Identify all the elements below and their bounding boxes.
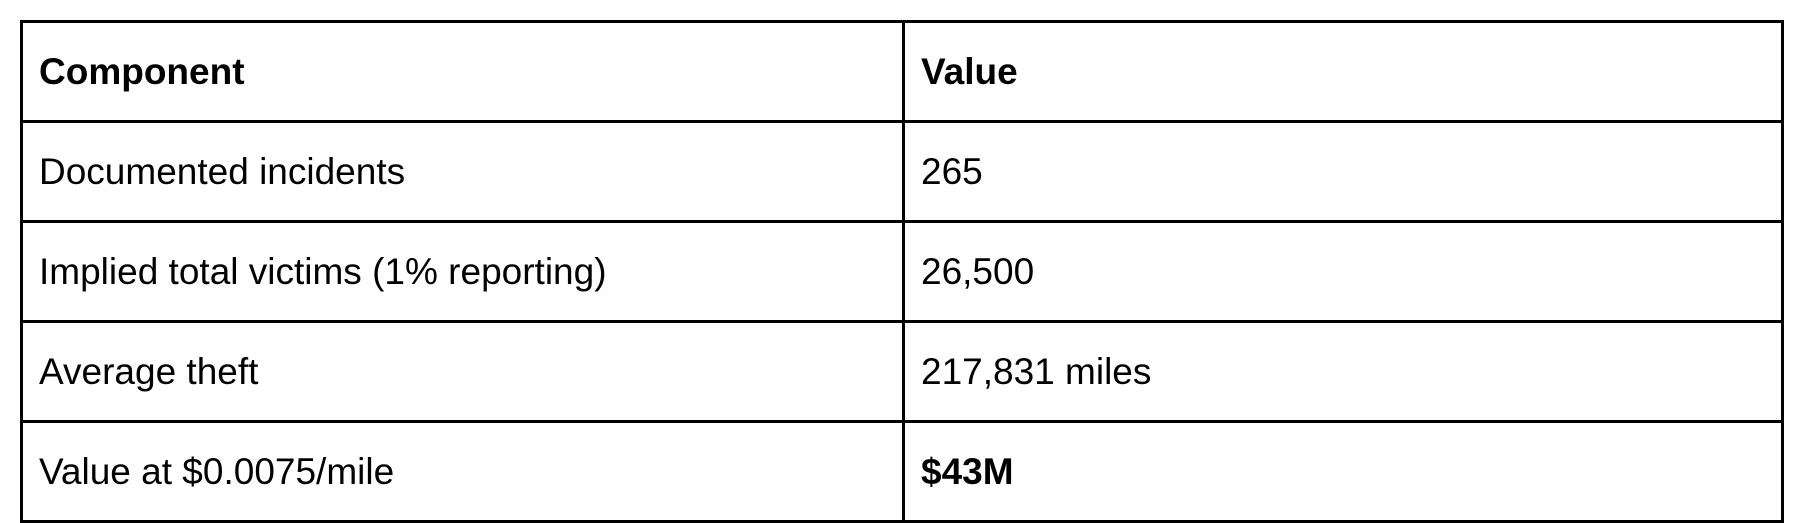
cell: Implied total victims (1% reporting) (20, 220, 905, 323)
cell: 26,500 (902, 220, 1784, 323)
cell: Average theft (20, 320, 905, 423)
cell: 265 (902, 120, 1784, 223)
header-cell: Component (20, 20, 905, 123)
cell: Documented incidents (20, 120, 905, 223)
table: Component Value Documented incidents 265… (20, 20, 1784, 523)
row: Value at $0.0075/mile $43M (20, 420, 1784, 523)
cell: Value at $0.0075/mile (20, 420, 905, 523)
header-row: Component Value (20, 20, 1784, 123)
cell: $43M (902, 420, 1784, 523)
row: Average theft 217,831 miles (20, 320, 1784, 423)
cell: 217,831 miles (902, 320, 1784, 423)
header-cell: Value (902, 20, 1784, 123)
row: Documented incidents 265 (20, 120, 1784, 223)
row: Implied total victims (1% reporting) 26,… (20, 220, 1784, 323)
